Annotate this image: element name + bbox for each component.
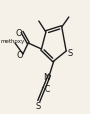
Text: C: C	[45, 84, 50, 93]
Text: S: S	[35, 102, 41, 111]
Text: O: O	[15, 28, 22, 37]
Text: S: S	[67, 48, 72, 57]
Text: O: O	[16, 51, 23, 60]
Text: methoxy: methoxy	[0, 38, 24, 43]
Text: N: N	[43, 72, 49, 81]
